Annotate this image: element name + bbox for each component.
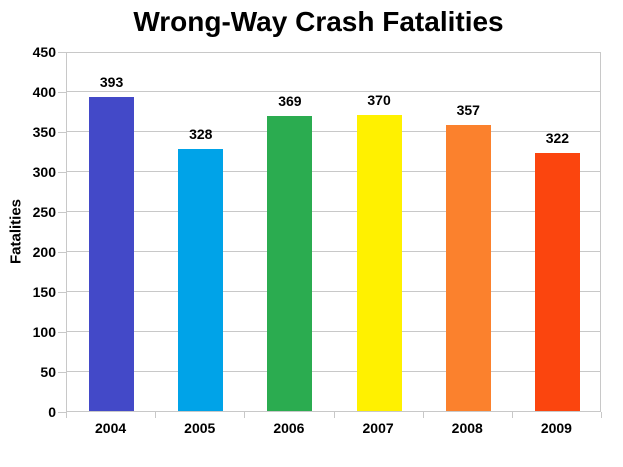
gridline-50 [67,371,600,372]
x-tick-mark-4 [422,412,424,418]
x-tick-mark-6 [601,412,602,418]
gridline-200 [67,251,600,252]
bar-2009 [534,153,580,411]
gridline-150 [67,291,600,292]
y-tick-mark-400 [58,91,66,93]
chart-title: Wrong-Way Crash Fatalities [133,6,504,37]
y-tick-mark-250 [58,211,66,213]
y-tick-label-0: 0 [48,404,56,420]
y-tick-mark-100 [58,331,66,333]
y-tick-mark-200 [58,251,66,253]
gridline-250 [67,211,600,212]
gridline-300 [67,171,600,172]
x-tick-mark-0 [66,412,67,418]
gridline-350 [67,131,600,132]
y-tick-label-250: 250 [32,204,56,220]
bar-2008 [445,125,491,411]
y-tick-label-100: 100 [32,324,56,340]
y-tick-label-50: 50 [40,364,56,380]
x-tick-label-2005: 2005 [184,420,216,436]
y-tick-mark-350 [58,131,66,133]
y-tick-mark-450 [58,51,66,53]
bar-2005 [178,148,224,411]
y-tick-mark-150 [58,291,66,293]
y-tick-label-450: 450 [32,44,56,60]
y-tick-mark-0 [58,411,66,413]
x-tick-mark-2 [244,412,246,418]
y-axis-title: Fatalities [7,198,25,265]
bar-value-label-2006: 369 [278,92,302,109]
x-tick-label-2008: 2008 [451,420,483,436]
x-tick-label-2007: 2007 [362,420,394,436]
plot-area: 393 328 369 370 357 322 [66,52,601,412]
bar-2004 [89,96,135,411]
bar-value-label-2009: 322 [545,130,570,147]
y-tick-label-150: 150 [32,284,56,300]
y-tick-mark-50 [58,371,66,373]
gridline-100 [67,331,600,332]
y-tick-label-200: 200 [32,244,56,260]
y-tick-label-400: 400 [32,84,56,100]
bar-value-label-2007: 370 [367,92,391,108]
x-tick-label-2006: 2006 [273,420,305,436]
bar-value-label-2004: 393 [99,73,124,90]
y-tick-label-300: 300 [32,164,56,180]
x-tick-label-2009: 2009 [540,420,572,436]
x-tick-mark-1 [155,412,157,418]
bar-2006 [267,115,313,411]
y-tick-mark-300 [58,171,66,173]
bar-2007 [356,115,402,411]
bar-value-label-2008: 357 [456,102,480,119]
bar-value-label-2005: 328 [189,125,213,142]
x-tick-mark-5 [511,412,513,418]
y-tick-label-350: 350 [32,124,56,140]
gridline-400 [67,91,600,92]
x-tick-label-2004: 2004 [95,420,127,436]
x-tick-mark-3 [333,412,335,418]
